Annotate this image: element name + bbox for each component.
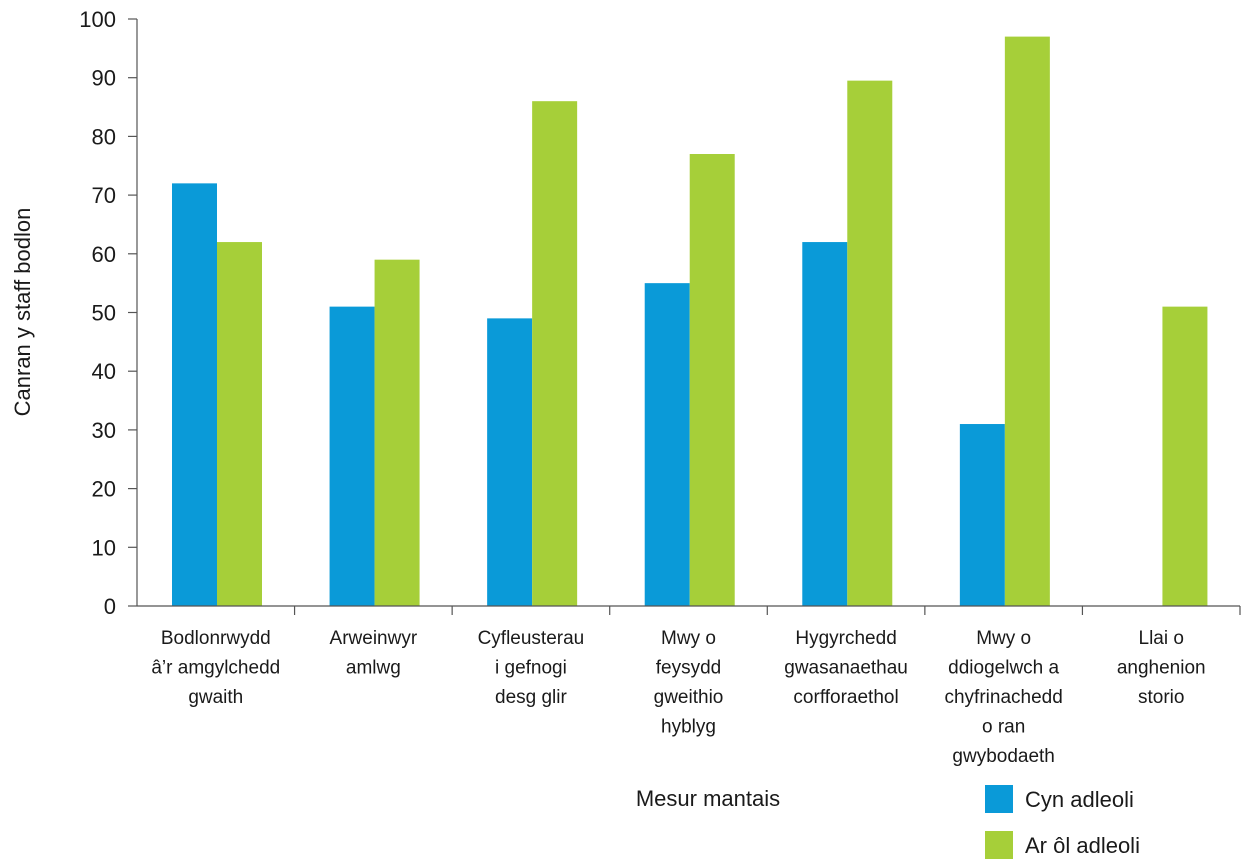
x-category-label-line: Cyfleusterau: [478, 628, 585, 649]
x-category-label-line: hyblyg: [661, 717, 716, 738]
x-category-label: Llai o anghenion storio: [1117, 628, 1206, 708]
x-category-label-line: Llai o: [1139, 628, 1184, 649]
x-category-label-line: feysydd: [656, 658, 721, 679]
y-tick-label: 0: [104, 594, 116, 619]
bar-after-2: [532, 101, 578, 607]
bar-before-1: [329, 306, 375, 606]
bar-before-0: [172, 183, 217, 607]
x-category-label-line: gwybodaeth: [952, 746, 1054, 767]
x-category-label-line: i gefnogi: [495, 658, 567, 679]
x-category-label-line: Mwy o: [976, 628, 1031, 649]
bar-before-3: [644, 283, 690, 606]
bar-before-4: [802, 242, 848, 606]
x-category-label-line: â’r amgylchedd: [151, 658, 280, 679]
bar-after-6: [1162, 306, 1208, 606]
bar-after-5: [1004, 36, 1050, 607]
x-category-label: Mwy o feysydd gweithio hyblyg: [654, 628, 724, 738]
y-tick-label: 100: [79, 7, 116, 32]
x-category-label-line: Bodlonrwydd: [161, 628, 271, 649]
x-category-label-line: o ran: [982, 717, 1025, 738]
y-tick-label: 40: [92, 359, 116, 384]
y-tick-label: 80: [92, 124, 116, 149]
y-tick-label: 20: [92, 477, 116, 502]
bar-before-5: [959, 424, 1005, 606]
x-category-label: Arweinwyr amlwg: [330, 628, 418, 679]
bar-after-1: [374, 259, 420, 606]
bar-after-4: [847, 80, 893, 606]
x-category-label-line: anghenion: [1117, 658, 1206, 679]
x-category-label-line: gwaith: [188, 687, 243, 708]
legend: Cyn adleoli Ar ôl adleoli: [985, 785, 1140, 859]
x-category-label-line: Hygyrchedd: [795, 628, 896, 649]
x-category-label-line: Mwy o: [661, 628, 716, 649]
x-category-label-line: desg glir: [495, 687, 567, 708]
x-category-label-line: storio: [1138, 687, 1184, 708]
x-category-label-line: gwasanaethau: [784, 658, 908, 679]
x-category-label-line: amlwg: [346, 658, 401, 679]
bar-after-3: [689, 154, 735, 606]
x-category-label-line: ddiogelwch a: [948, 658, 1059, 679]
legend-swatch-1: [985, 831, 1013, 859]
x-category-label: Mwy o ddiogelwch a chyfrinachedd o ran gwybo…: [944, 628, 1062, 767]
y-tick-label: 30: [92, 418, 116, 443]
x-category-label-line: corfforaethol: [793, 687, 898, 708]
legend-label-0: Cyn adleoli: [1025, 787, 1134, 812]
plot-area: 0 10 20 30 40 50 60 70 80 90 100 Bodlonrwydd â’r amg…: [79, 7, 1241, 767]
y-tick-label: 70: [92, 183, 116, 208]
bar-after-0: [217, 242, 262, 606]
x-category-label-line: Arweinwyr: [330, 628, 418, 649]
y-tick-label: 60: [92, 242, 116, 267]
x-category-label: Bodlonrwydd â’r amgylchedd gwaith: [151, 628, 280, 708]
x-category-label-line: gweithio: [654, 687, 724, 708]
x-axis-title: Mesur mantais: [636, 786, 780, 811]
x-category-label: Hygyrchedd gwasanaethau corfforaethol: [784, 628, 908, 708]
x-category-label: Cyfleusterau i gefnogi desg glir: [478, 628, 585, 708]
y-axis-title: Canran y staff bodlon: [10, 208, 35, 417]
y-tick-label: 50: [92, 301, 116, 326]
legend-label-1: Ar ôl adleoli: [1025, 833, 1140, 858]
y-tick-label: 90: [92, 66, 116, 91]
legend-swatch-0: [985, 785, 1013, 813]
y-tick-label: 10: [92, 535, 116, 560]
bar-before-2: [487, 318, 533, 606]
x-category-label-line: chyfrinachedd: [944, 687, 1062, 708]
